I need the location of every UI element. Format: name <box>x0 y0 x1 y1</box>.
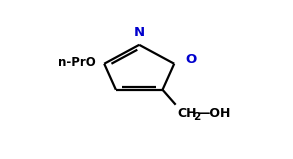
Text: 2: 2 <box>193 112 201 122</box>
Text: CH: CH <box>177 107 197 120</box>
Text: O: O <box>185 53 197 66</box>
Text: N: N <box>134 26 145 39</box>
Text: —OH: —OH <box>197 107 230 120</box>
Text: n-PrO: n-PrO <box>58 56 96 69</box>
